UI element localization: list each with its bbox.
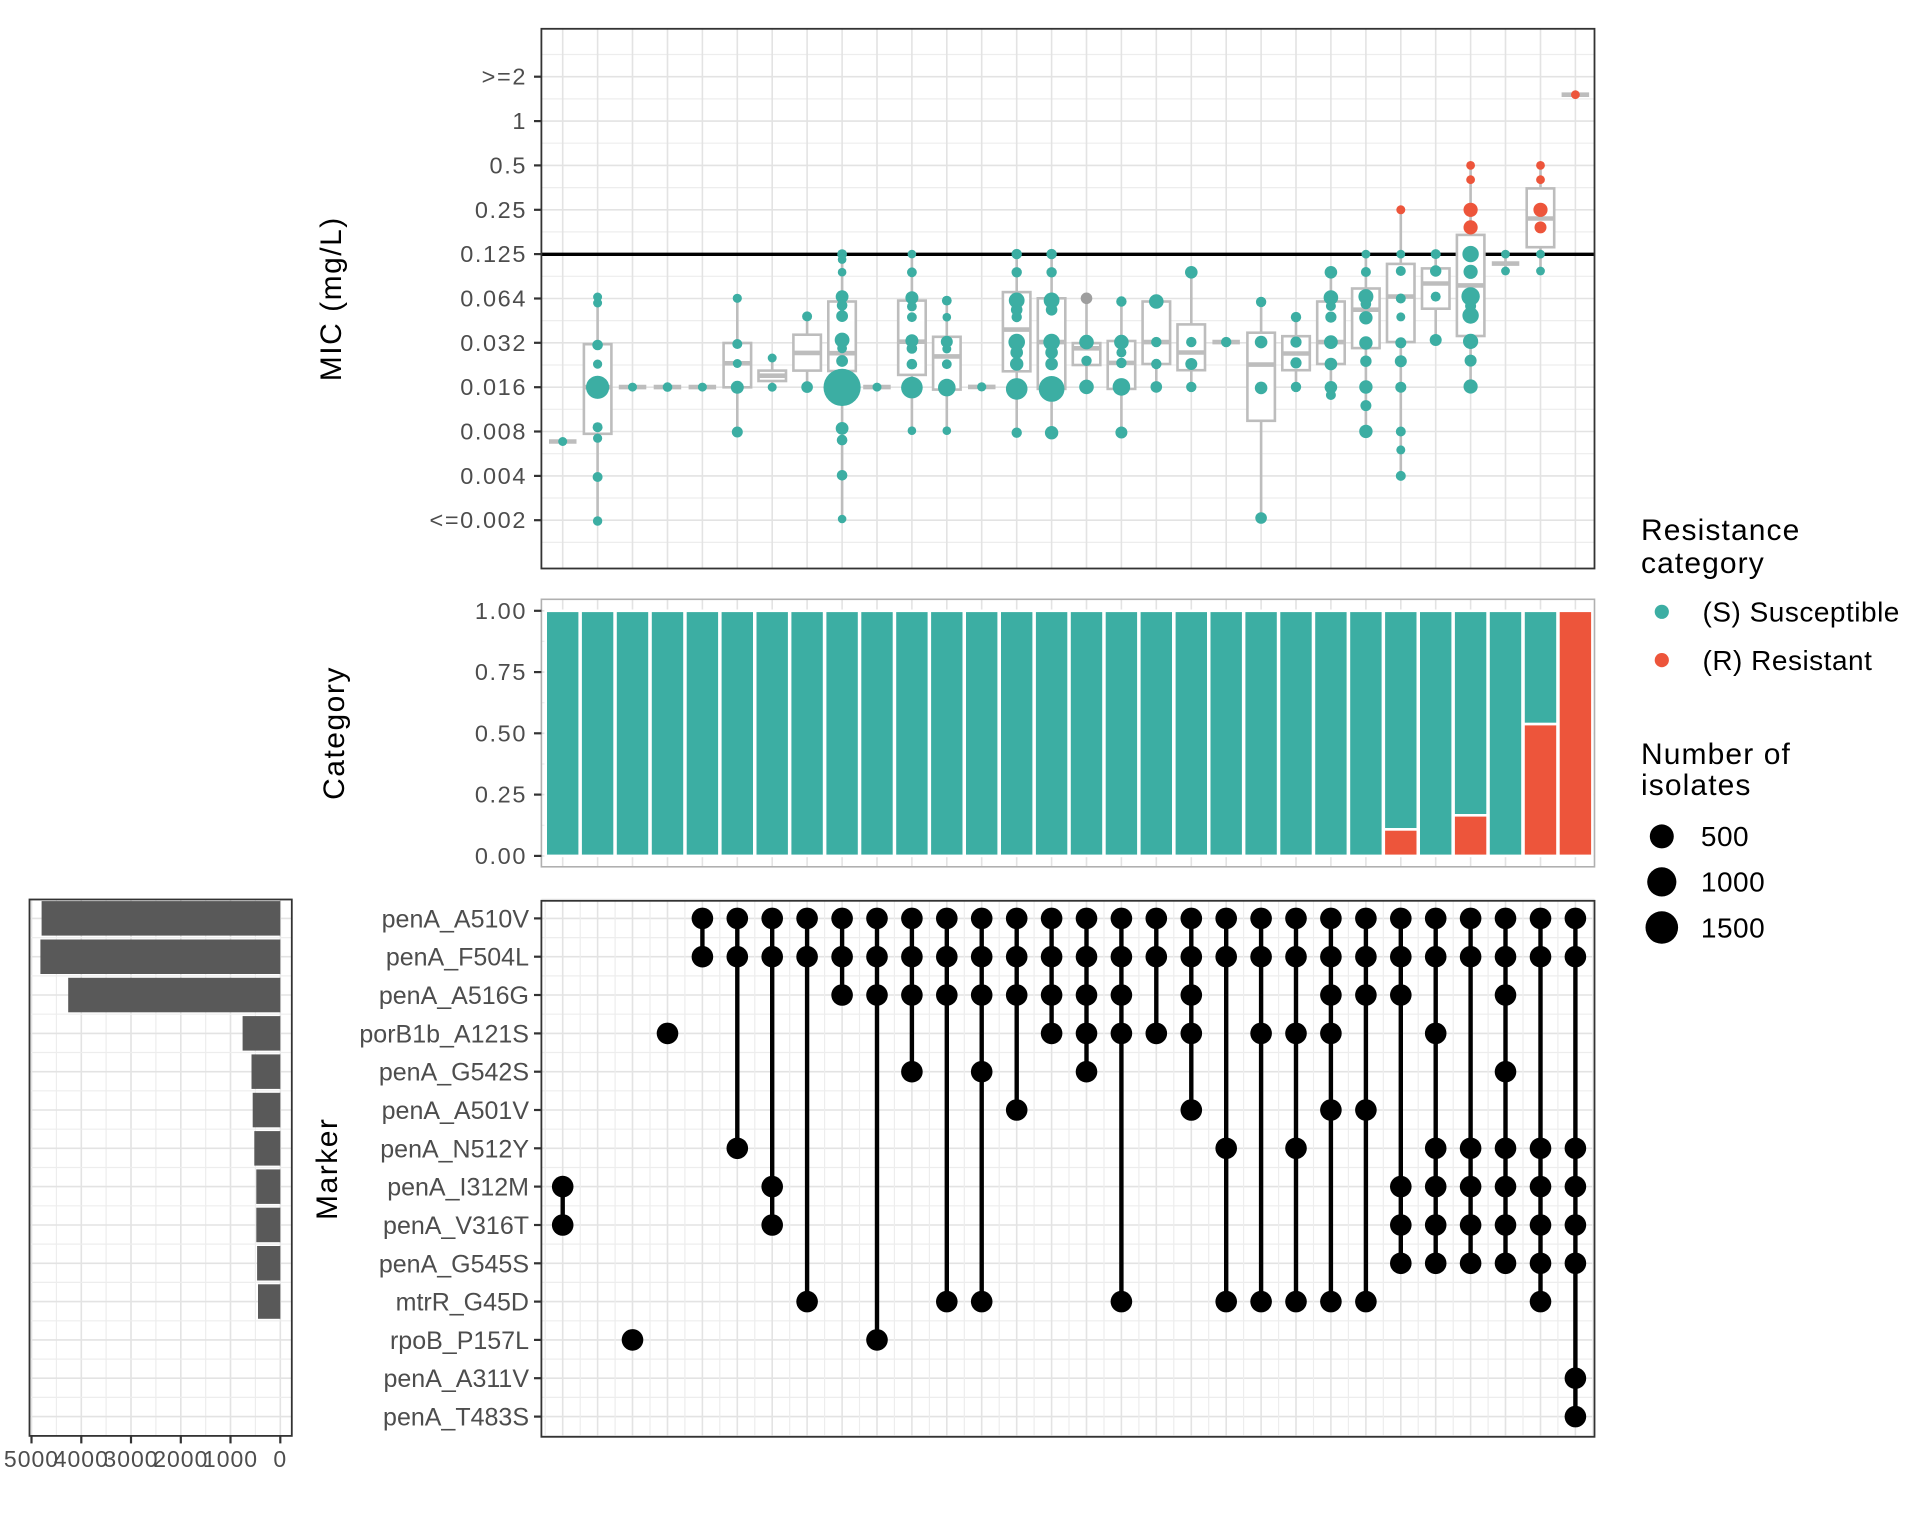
svg-text:500: 500 (1701, 821, 1749, 852)
svg-text:1.00: 1.00 (475, 598, 527, 624)
svg-text:5000: 5000 (4, 1446, 59, 1472)
svg-text:Number of: Number of (1641, 738, 1791, 771)
svg-text:0.25: 0.25 (475, 782, 527, 808)
svg-text:penA_A501V: penA_A501V (382, 1097, 530, 1125)
svg-text:porB1b_A121S: porB1b_A121S (359, 1020, 529, 1048)
svg-text:0.064: 0.064 (460, 286, 527, 312)
svg-text:0.125: 0.125 (460, 241, 527, 267)
svg-text:2000: 2000 (153, 1446, 208, 1472)
svg-text:1000: 1000 (1701, 867, 1765, 898)
svg-text:MIC (mg/L): MIC (mg/L) (315, 216, 348, 381)
svg-text:0.032: 0.032 (460, 330, 527, 356)
svg-text:1: 1 (512, 108, 527, 134)
svg-text:Category: Category (318, 666, 351, 800)
svg-text:0.50: 0.50 (475, 720, 527, 746)
svg-text:1500: 1500 (1701, 912, 1765, 943)
svg-text:penA_G542S: penA_G542S (379, 1059, 529, 1087)
svg-text:penA_A516G: penA_A516G (379, 982, 529, 1010)
svg-text:Resistance: Resistance (1641, 514, 1800, 547)
svg-text:(S) Susceptible: (S) Susceptible (1703, 597, 1900, 628)
svg-text:0.008: 0.008 (460, 419, 527, 445)
svg-text:rpoB_P157L: rpoB_P157L (390, 1327, 529, 1355)
svg-text:3000: 3000 (103, 1446, 158, 1472)
svg-text:Marker: Marker (311, 1118, 344, 1220)
svg-text:category: category (1641, 547, 1765, 580)
svg-text:0.5: 0.5 (490, 152, 527, 178)
svg-text:mtrR_G45D: mtrR_G45D (396, 1289, 529, 1317)
svg-text:penA_I312M: penA_I312M (387, 1174, 529, 1202)
svg-text:0: 0 (273, 1446, 287, 1472)
svg-text:penA_N512Y: penA_N512Y (380, 1135, 529, 1163)
svg-text:0.00: 0.00 (475, 843, 527, 869)
svg-text:penA_G545S: penA_G545S (379, 1250, 529, 1278)
svg-text:1000: 1000 (203, 1446, 258, 1472)
svg-text:penA_T483S: penA_T483S (383, 1404, 529, 1432)
svg-text:penA_A510V: penA_A510V (382, 905, 530, 933)
svg-text:0.75: 0.75 (475, 659, 527, 685)
svg-text:penA_F504L: penA_F504L (386, 944, 529, 972)
svg-text:0.25: 0.25 (475, 197, 527, 223)
svg-text:0.016: 0.016 (460, 374, 527, 400)
svg-text:4000: 4000 (54, 1446, 109, 1472)
svg-text:penA_A311V: penA_A311V (384, 1365, 530, 1393)
svg-text:<=0.002: <=0.002 (430, 507, 527, 533)
svg-text:isolates: isolates (1641, 769, 1752, 802)
svg-text:(R) Resistant: (R) Resistant (1703, 645, 1873, 676)
svg-text:penA_V316T: penA_V316T (383, 1212, 529, 1240)
svg-text:>=2: >=2 (482, 64, 527, 90)
svg-text:0.004: 0.004 (460, 463, 527, 489)
